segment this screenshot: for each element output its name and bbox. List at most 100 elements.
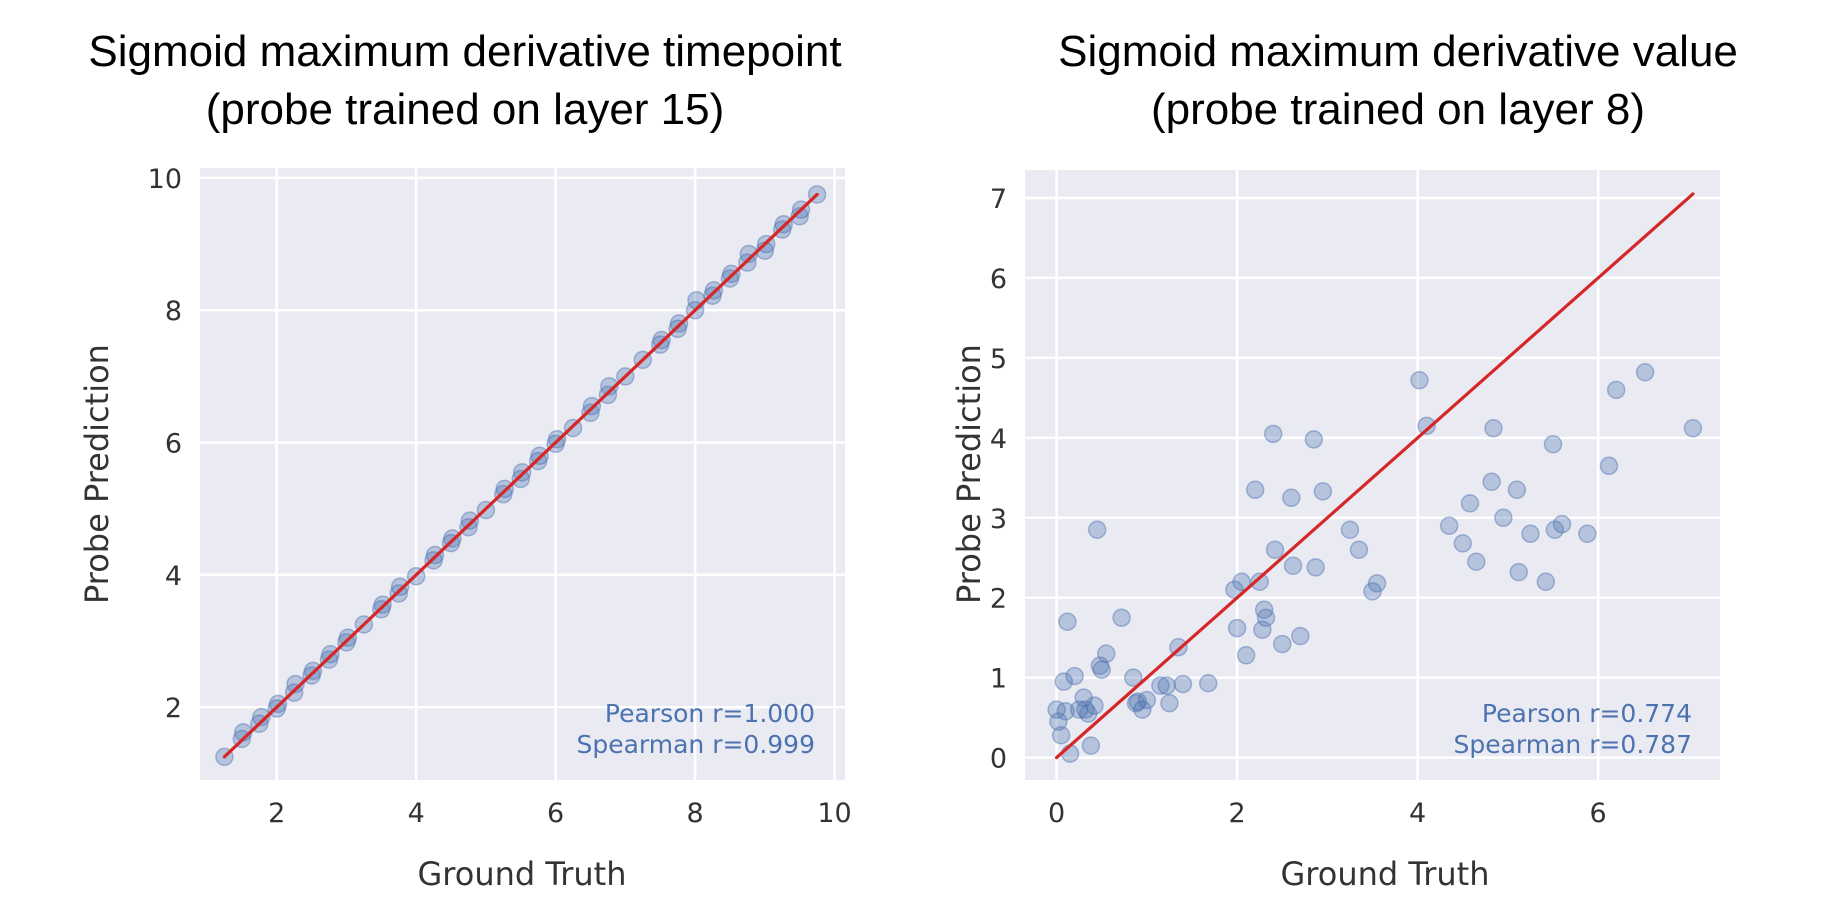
right-data-point xyxy=(1272,634,1292,654)
left-y-tick-label: 2 xyxy=(165,693,182,724)
right-y-axis-label: Probe Prediction xyxy=(950,344,988,604)
right-data-point xyxy=(1507,480,1527,500)
right-data-point xyxy=(1157,676,1176,695)
left-data-point xyxy=(460,511,480,530)
right-data-point xyxy=(1410,371,1429,390)
left-y-ticks: 2 4 6 8 10 xyxy=(148,164,182,724)
right-data-point xyxy=(1265,540,1285,560)
right-data-point xyxy=(1439,516,1459,536)
right-y-tick-label: 0 xyxy=(990,744,1007,775)
right-data-point xyxy=(1313,482,1333,501)
right-data-point xyxy=(1635,363,1655,382)
right-y-tick-label: 2 xyxy=(990,584,1007,615)
right-data-point xyxy=(1306,558,1325,577)
right-data-point xyxy=(1349,540,1369,560)
right-data-point xyxy=(1482,472,1501,492)
left-pearson-annotation: Pearson r=1.000 xyxy=(605,699,815,728)
right-data-point xyxy=(1254,600,1274,619)
right-data-point xyxy=(1263,424,1283,444)
right-x-tick-label: 2 xyxy=(1229,798,1246,829)
right-fit-line xyxy=(1054,192,1695,760)
left-data-point xyxy=(790,207,809,226)
right-data-point xyxy=(1232,572,1251,591)
left-chart-panel: Sigmoid maximum derivative timepoint (pr… xyxy=(78,27,852,893)
left-y-tick-label: 4 xyxy=(165,561,182,592)
right-data-point xyxy=(1599,456,1619,476)
right-data-point xyxy=(1417,416,1436,436)
right-chart-title-line-2: (probe trained on layer 8) xyxy=(1151,85,1645,134)
right-data-point xyxy=(1137,690,1157,710)
right-data-point xyxy=(1124,668,1143,687)
right-data-point xyxy=(1578,524,1597,544)
right-data-point xyxy=(1126,694,1146,713)
right-data-point xyxy=(1291,626,1310,646)
left-x-tick-label: 2 xyxy=(268,798,285,829)
left-data-point xyxy=(286,674,305,694)
right-data-point xyxy=(1340,520,1360,540)
right-chart-title-line-1: Sigmoid maximum derivative value xyxy=(1058,27,1738,76)
right-x-ticks: 0 2 4 6 xyxy=(1048,798,1607,829)
right-data-point xyxy=(1049,712,1068,731)
right-data-point xyxy=(1173,674,1193,694)
left-y-axis-label: Probe Prediction xyxy=(78,344,116,604)
right-data-point xyxy=(1484,418,1503,438)
right-data-point xyxy=(1096,644,1116,663)
left-x-tick-label: 6 xyxy=(547,798,564,829)
right-data-point xyxy=(1253,620,1272,639)
right-data-point xyxy=(1069,700,1089,719)
right-data-point xyxy=(1552,514,1572,534)
right-data-point xyxy=(1460,494,1480,513)
left-y-tick-label: 8 xyxy=(165,296,182,327)
right-data-point xyxy=(1304,430,1324,449)
left-x-axis-label: Ground Truth xyxy=(418,855,627,893)
right-data-point xyxy=(1047,700,1066,719)
right-data-point xyxy=(1051,725,1071,745)
right-data-point xyxy=(1467,552,1486,571)
right-data-point xyxy=(1078,704,1098,723)
right-data-point xyxy=(1236,646,1256,665)
right-data-point xyxy=(1076,700,1095,719)
right-data-point xyxy=(1606,380,1626,400)
right-x-tick-label: 4 xyxy=(1409,798,1426,829)
right-data-point xyxy=(1245,480,1265,500)
left-chart-title-line-2: (probe trained on layer 15) xyxy=(206,85,725,134)
right-data-point xyxy=(1092,660,1111,679)
left-x-tick-label: 8 xyxy=(686,798,703,829)
right-data-point xyxy=(1509,562,1528,582)
right-y-tick-label: 6 xyxy=(990,264,1007,295)
right-data-point xyxy=(1085,696,1104,715)
left-data-point xyxy=(687,291,706,310)
right-data-point xyxy=(1058,612,1077,631)
right-data-point xyxy=(1112,608,1131,627)
left-x-tick-label: 10 xyxy=(817,798,851,829)
right-y-tick-label: 3 xyxy=(990,504,1007,535)
right-data-point xyxy=(1054,672,1074,691)
right-data-point xyxy=(1056,701,1075,721)
right-data-point xyxy=(1283,556,1303,575)
right-gridlines xyxy=(1025,170,1720,780)
left-fit-line-group xyxy=(222,192,819,759)
right-y-ticks: 0 1 2 3 4 5 6 7 xyxy=(990,184,1007,775)
right-pearson-annotation: Pearson r=0.774 xyxy=(1482,699,1692,728)
left-data-point xyxy=(252,707,271,727)
left-fit-line xyxy=(222,192,819,759)
right-data-point xyxy=(1198,674,1218,693)
right-y-tick-label: 5 xyxy=(990,344,1007,375)
right-y-tick-label: 4 xyxy=(990,424,1007,455)
right-data-point xyxy=(1683,418,1703,438)
right-data-point xyxy=(1074,688,1093,707)
left-spearman-annotation: Spearman r=0.999 xyxy=(576,730,815,759)
right-spearman-annotation: Spearman r=0.787 xyxy=(1453,730,1692,759)
right-data-point xyxy=(1521,524,1540,544)
right-data-point xyxy=(1536,572,1556,591)
right-data-point xyxy=(1065,666,1084,686)
left-data-point xyxy=(511,469,531,489)
right-data-point xyxy=(1545,520,1565,540)
right-data-point xyxy=(1227,618,1247,638)
right-data-point xyxy=(1133,700,1152,719)
left-gridlines xyxy=(200,168,845,780)
right-data-point xyxy=(1081,736,1101,755)
right-data-point xyxy=(1367,574,1387,593)
right-x-tick-label: 6 xyxy=(1590,798,1607,829)
